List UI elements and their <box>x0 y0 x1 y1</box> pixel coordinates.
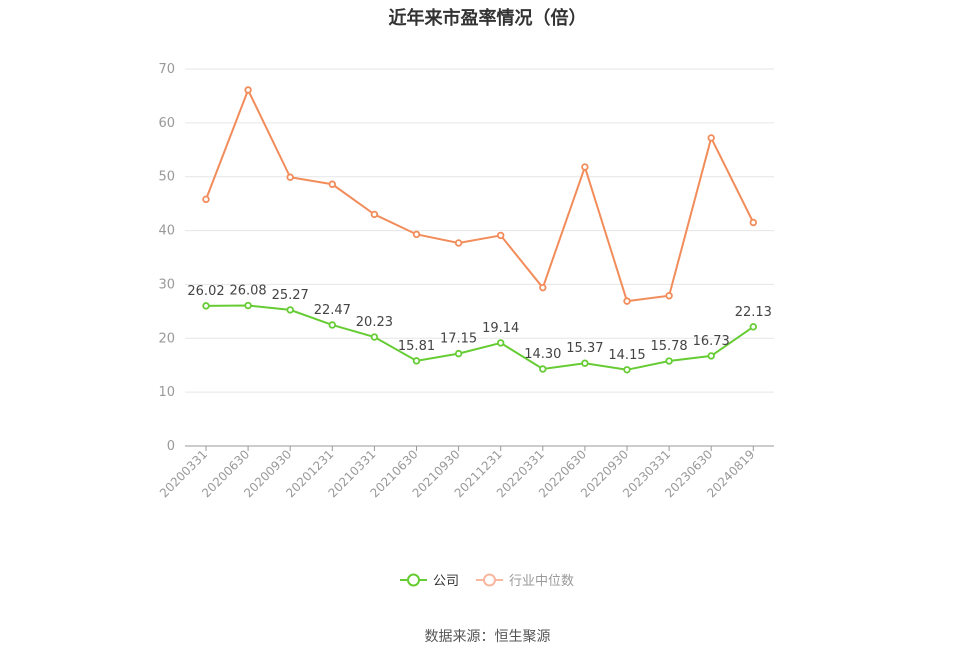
data-point <box>454 349 463 358</box>
series-line-1 <box>205 87 755 303</box>
data-point <box>539 283 547 292</box>
data-point <box>202 195 210 204</box>
data-label: 22.47 <box>314 303 351 318</box>
data-point <box>244 301 252 310</box>
data-point <box>370 333 379 341</box>
data-label: 22.13 <box>735 305 772 320</box>
data-label: 19.14 <box>482 321 519 336</box>
data-point <box>412 357 421 365</box>
data-point <box>749 323 757 331</box>
data-point <box>539 365 547 373</box>
data-label: 15.37 <box>566 341 603 356</box>
y-tick-label: 0 <box>167 439 175 454</box>
data-point <box>497 339 505 347</box>
data-label: 15.81 <box>398 339 435 354</box>
data-label: 14.15 <box>608 348 645 363</box>
legend-label: 行业中位数 <box>509 574 574 589</box>
data-label: 20.23 <box>356 315 393 330</box>
data-point <box>707 352 715 360</box>
data-point <box>665 292 673 300</box>
y-tick-label: 70 <box>158 62 175 77</box>
data-point <box>623 297 631 305</box>
data-label: 26.02 <box>187 284 224 299</box>
data-point <box>581 359 589 367</box>
y-tick-label: 50 <box>158 170 175 185</box>
chart-title: 近年来市盈率情况（倍） <box>388 8 587 29</box>
data-point <box>749 218 757 227</box>
data-point <box>202 302 210 310</box>
data-point <box>286 306 294 314</box>
data-point <box>497 231 505 240</box>
data-label: 16.73 <box>693 334 730 349</box>
data-point <box>244 86 252 94</box>
legend-swatch-marker <box>407 573 420 587</box>
data-point <box>286 173 294 181</box>
series-line-0 <box>205 304 754 371</box>
legend-swatch-marker <box>483 573 496 587</box>
data-point <box>581 163 589 171</box>
data-point <box>370 210 379 219</box>
y-tick-label: 10 <box>158 385 175 400</box>
source-note: 数据来源：恒生聚源 <box>424 629 551 645</box>
data-point <box>412 230 421 239</box>
data-label: 15.78 <box>650 339 687 354</box>
y-tick-label: 20 <box>158 331 175 346</box>
y-tick-label: 30 <box>158 277 175 292</box>
data-label: 14.30 <box>524 347 561 362</box>
data-point <box>454 239 463 247</box>
data-point <box>328 180 336 188</box>
data-point <box>665 357 673 365</box>
data-point <box>328 321 336 329</box>
y-tick-label: 60 <box>158 116 175 131</box>
data-point <box>623 366 631 374</box>
legend-label: 公司 <box>433 574 459 589</box>
data-label: 25.27 <box>272 288 309 303</box>
data-label: 17.15 <box>440 332 477 347</box>
data-point <box>707 134 715 142</box>
y-tick-label: 40 <box>158 224 175 239</box>
data-label: 26.08 <box>229 284 266 299</box>
